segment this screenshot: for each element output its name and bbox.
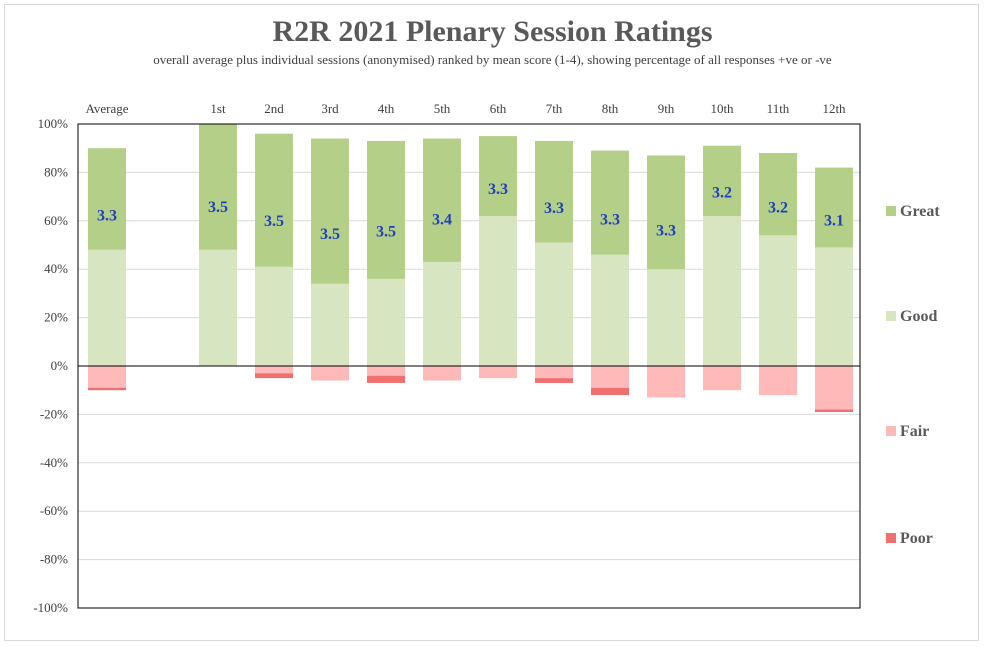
bar-poor-0 (88, 387, 126, 391)
mean-score-label: 3.5 (376, 224, 396, 241)
legend-label-good: Good (900, 308, 937, 325)
mean-score-label: 3.3 (97, 207, 117, 224)
category-label: 1st (210, 101, 226, 116)
mean-score-label: 3.3 (600, 211, 620, 228)
category-label: 9th (658, 101, 675, 116)
bar-fair-6 (479, 366, 517, 379)
legend-label-great: Great (900, 203, 940, 220)
category-label: 11th (767, 101, 790, 116)
mean-score-label: 3.2 (712, 184, 732, 201)
bar-good-3 (311, 283, 349, 366)
bar-great-9 (647, 155, 685, 270)
y-tick-label: -60% (40, 503, 68, 518)
bar-fair-0 (88, 366, 126, 388)
bar-good-9 (647, 269, 685, 366)
category-label: 2nd (264, 101, 284, 116)
bar-fair-8 (591, 366, 629, 388)
bar-fair-12 (815, 366, 853, 410)
mean-score-label: 3.5 (264, 213, 284, 230)
mean-score-label: 3.2 (768, 200, 788, 217)
y-tick-label: -20% (40, 406, 68, 421)
bar-fair-9 (647, 366, 685, 398)
mean-score-label: 3.5 (208, 199, 228, 216)
category-label: 12th (822, 101, 846, 116)
bar-great-4 (367, 140, 405, 279)
chart-frame (4, 4, 979, 641)
chart-subtitle: overall average plus individual sessions… (153, 52, 832, 67)
bar-good-6 (479, 215, 517, 366)
y-tick-label: 20% (44, 310, 68, 325)
legend-swatch-great (886, 206, 896, 216)
bar-good-1 (199, 249, 237, 366)
legend-swatch-fair (886, 426, 896, 436)
bar-great-1 (199, 124, 237, 250)
legend-label-fair: Fair (900, 423, 929, 440)
bar-fair-5 (423, 366, 461, 381)
y-tick-label: 100% (38, 116, 69, 131)
plot-border (77, 123, 861, 609)
bar-great-11 (759, 153, 797, 236)
category-label: 6th (490, 101, 507, 116)
y-tick-label: 60% (44, 213, 68, 228)
category-label: 8th (602, 101, 619, 116)
mean-score-label: 3.3 (488, 181, 508, 198)
bar-poor-4 (367, 375, 405, 383)
mean-score-label: 3.3 (544, 200, 564, 217)
bar-good-4 (367, 278, 405, 366)
bar-great-10 (703, 145, 741, 216)
mean-score-label: 3.5 (320, 226, 340, 243)
y-tick-label: 0% (51, 358, 69, 373)
legend-swatch-good (886, 311, 896, 321)
bar-good-8 (591, 254, 629, 366)
y-tick-label: 80% (44, 164, 68, 179)
bar-fair-2 (255, 366, 293, 374)
category-label: 3rd (321, 101, 339, 116)
category-label: 10th (710, 101, 734, 116)
bar-great-6 (479, 136, 517, 216)
bar-good-5 (423, 261, 461, 366)
y-tick-label: -40% (40, 455, 68, 470)
legend-label-poor: Poor (900, 530, 933, 547)
legend-swatch-poor (886, 533, 896, 543)
bar-great-8 (591, 150, 629, 255)
bar-great-12 (815, 167, 853, 248)
y-tick-label: 40% (44, 261, 68, 276)
bar-fair-11 (759, 366, 797, 396)
y-tick-label: -100% (33, 600, 68, 615)
bar-fair-4 (367, 366, 405, 376)
bar-good-0 (88, 249, 126, 366)
chart-title: R2R 2021 Plenary Session Ratings (272, 15, 713, 48)
y-tick-label: -80% (40, 552, 68, 567)
bar-good-7 (535, 242, 573, 366)
bar-fair-7 (535, 366, 573, 379)
mean-score-label: 3.3 (656, 222, 676, 239)
category-label: 7th (546, 101, 563, 116)
bar-great-7 (535, 140, 573, 243)
category-label: 4th (378, 101, 395, 116)
bar-good-12 (815, 247, 853, 366)
bar-great-0 (88, 148, 126, 250)
bar-great-5 (423, 138, 461, 262)
bar-poor-2 (255, 373, 293, 379)
bar-good-11 (759, 235, 797, 366)
bar-great-3 (311, 138, 349, 284)
mean-score-label: 3.1 (824, 212, 844, 229)
bar-great-2 (255, 133, 293, 267)
category-label: Average (85, 101, 128, 116)
bar-good-2 (255, 266, 293, 366)
bar-fair-3 (311, 366, 349, 381)
mean-score-label: 3.4 (432, 212, 452, 229)
bar-poor-8 (591, 387, 629, 396)
bar-poor-12 (815, 409, 853, 412)
bar-fair-10 (703, 366, 741, 391)
category-label: 5th (434, 101, 451, 116)
bar-poor-7 (535, 378, 573, 383)
bar-good-10 (703, 215, 741, 366)
